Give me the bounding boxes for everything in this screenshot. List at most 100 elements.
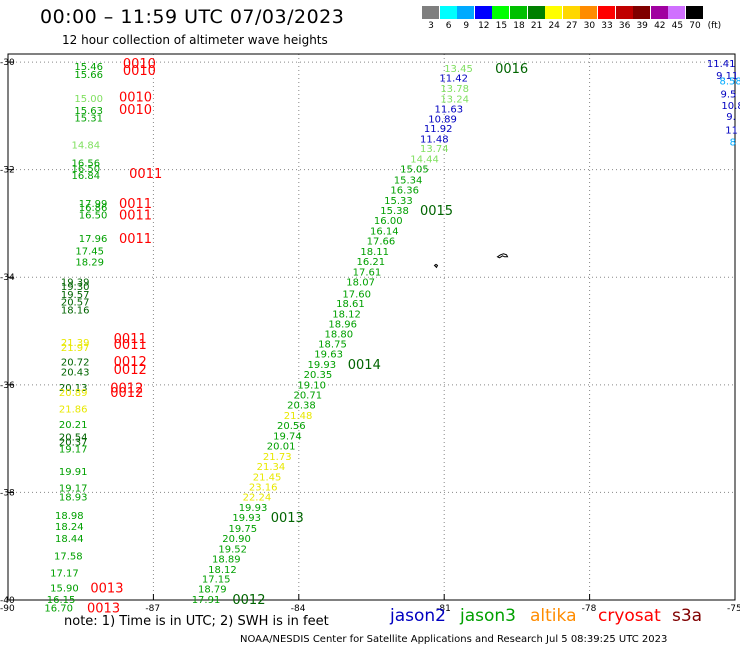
wave-height-label: 15.66 [74, 70, 103, 81]
legend-swatch [668, 6, 686, 19]
wave-height-label: 19.52 [218, 544, 247, 555]
legend-swatch [510, 6, 527, 19]
time-marker: 0011 [129, 167, 162, 182]
wave-height-label: 18.29 [75, 258, 104, 269]
wave-height-label: 13.78 [440, 84, 469, 95]
legend-swatch [492, 6, 510, 19]
wave-height-label: 18.75 [318, 339, 347, 350]
wave-height-label: 11.92 [424, 124, 453, 135]
wave-height-label: 17.96 [79, 234, 108, 245]
wave-height-label: 13.45 [444, 64, 473, 75]
wave-height-label: 20.56 [277, 421, 306, 432]
satellite-legend-altika: altika [530, 606, 577, 626]
time-marker: 0014 [348, 358, 381, 373]
wave-height-label: 19.30 [61, 282, 90, 293]
wave-height-label: 15.46 [74, 62, 103, 73]
wave-height-label: 17.45 [75, 246, 104, 257]
wave-height-label: 17.91 [192, 595, 221, 606]
legend-label: 3 [428, 21, 434, 31]
legend-label: 70 [689, 21, 701, 31]
time-marker: 0013 [87, 602, 120, 617]
legend-label: 24 [548, 21, 560, 31]
wave-height-label: 19.10 [297, 380, 326, 391]
wave-height-label: 20.90 [222, 534, 251, 545]
wave-height-label: 18.12 [208, 565, 237, 576]
satellite-legend-jason3: jason3 [460, 606, 516, 626]
time-marker: 0013 [90, 582, 123, 597]
island-icon [496, 253, 509, 259]
lat-tick-label: -36 [0, 381, 15, 391]
wave-height-label: 19.39 [61, 278, 90, 289]
legend-label: 45 [671, 21, 684, 31]
time-marker: 0011 [119, 208, 152, 223]
time-marker: 0010 [119, 103, 152, 118]
time-marker: 0010 [123, 64, 156, 79]
lat-tick-label: -32 [0, 166, 15, 176]
time-marker: 0011 [119, 197, 152, 212]
wave-height-label: 18.98 [55, 511, 84, 522]
wave-height-label: 10.8 [721, 101, 740, 112]
lon-tick-label: -90 [0, 604, 15, 614]
wave-height-label: 16.14 [370, 226, 399, 237]
legend-swatch [686, 6, 703, 19]
wave-height-label: 15.05 [400, 165, 429, 176]
legend-label: 27 [566, 21, 578, 31]
wave-height-label: 20.71 [293, 391, 322, 402]
wave-height-label: 19.74 [273, 431, 302, 442]
lon-tick-label: -75 [727, 604, 740, 614]
legend-label: 6 [445, 21, 452, 31]
lat-tick-label: -38 [0, 488, 15, 498]
wave-height-label: 20.21 [59, 420, 88, 431]
time-marker: 0011 [114, 332, 147, 347]
wave-height-label: 15.33 [384, 196, 413, 207]
wave-height-label: 14.44 [410, 154, 439, 165]
time-marker: 0013 [271, 511, 304, 526]
wave-height-label: 16.50 [71, 164, 100, 175]
wave-height-label: 16.84 [71, 171, 100, 182]
wave-height-label: 17.58 [54, 551, 83, 562]
wave-height-label: 21.39 [61, 338, 90, 349]
map-subtitle: 12 hour collection of altimeter wave hei… [62, 33, 328, 47]
lon-tick-label: -78 [582, 604, 597, 614]
wave-height-label: 18.11 [360, 247, 389, 258]
wave-height-label: 18.07 [346, 278, 375, 289]
legend-swatch [439, 6, 457, 19]
legend-swatch [474, 6, 492, 19]
wave-height-label: 8 [730, 138, 736, 149]
wave-height-label: 21.73 [263, 452, 292, 463]
time-marker: 0012 [110, 382, 143, 397]
wave-height-label: 19.75 [229, 524, 258, 535]
lat-tick-label: -40 [0, 596, 15, 606]
time-marker: 0012 [114, 355, 147, 370]
wave-height-label: 16.00 [374, 216, 403, 227]
wave-height-label: 17.99 [79, 199, 108, 210]
wave-height-label: 17.60 [342, 289, 371, 300]
wave-height-label: 19.91 [59, 467, 88, 478]
lon-tick-label: -87 [145, 604, 160, 614]
wave-height-label: 11.41 [707, 59, 736, 70]
wave-height-label: 20.13 [59, 383, 88, 394]
wave-height-label: 14.84 [71, 140, 100, 151]
lat-tick-label: -34 [0, 273, 15, 283]
wave-height-label: 21.48 [284, 411, 313, 422]
legend-swatch [650, 6, 668, 19]
wave-height-label: 10.89 [428, 115, 457, 126]
wave-height-label: 18.89 [212, 555, 241, 566]
wave-height-label: 20.57 [61, 297, 90, 308]
wave-height-label: 11.63 [435, 104, 464, 115]
island-icon [433, 263, 439, 269]
wave-height-label: 22.24 [243, 493, 272, 504]
legend-label: 21 [530, 21, 543, 31]
wave-height-label: 19.17 [59, 484, 88, 495]
wave-height-label: 9. [726, 112, 736, 123]
wave-height-label: 17.66 [367, 237, 396, 248]
wave-height-label: 21.86 [59, 404, 88, 415]
legend-swatch [615, 6, 633, 19]
wave-height-label: 16.36 [390, 186, 419, 197]
wave-height-label: 19.93 [308, 360, 337, 371]
satellite-legend-cryosat: cryosat [598, 606, 661, 626]
wave-height-label: 15.63 [74, 106, 103, 117]
legend-swatch [422, 6, 439, 19]
wave-height-label: 20.43 [61, 367, 90, 378]
legend-label: 39 [636, 21, 648, 31]
